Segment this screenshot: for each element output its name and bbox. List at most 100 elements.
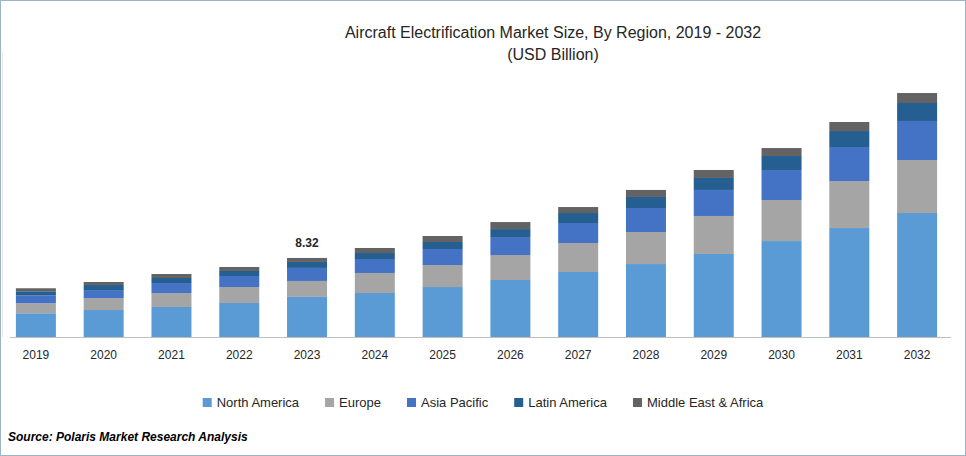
bar-segment — [16, 295, 56, 303]
bar-segment — [355, 273, 395, 293]
bar-segment — [762, 241, 802, 337]
x-tick-label: 2030 — [768, 348, 795, 362]
bar-segment — [829, 228, 869, 337]
bar-segment — [287, 258, 327, 262]
legend-label: Europe — [339, 395, 381, 410]
legend-label: Latin America — [528, 395, 608, 410]
bar-segment — [151, 278, 191, 283]
bar-segment — [626, 197, 666, 208]
bar-segment — [16, 303, 56, 313]
bar-segment — [423, 242, 463, 249]
x-tick-label: 2028 — [633, 348, 660, 362]
bar-segment — [694, 178, 734, 190]
frame — [1, 1, 966, 456]
bar-segment — [490, 280, 530, 337]
bar-segment — [897, 93, 937, 103]
x-tick-label: 2031 — [836, 348, 863, 362]
source: Source: Polaris Market Research Analysis — [8, 430, 248, 444]
bar-segment — [219, 271, 259, 276]
bar-segment — [151, 293, 191, 307]
title: Aircraft Electrification Market Size, By… — [345, 24, 761, 41]
bar-segment — [355, 259, 395, 273]
legend-swatch — [203, 398, 212, 407]
bar-segment — [16, 291, 56, 295]
bar-segment — [694, 216, 734, 254]
x-tick-label: 2022 — [226, 348, 253, 362]
bar-segment — [558, 272, 598, 337]
annotation: 8.32 — [295, 236, 319, 250]
bar-segment — [151, 307, 191, 337]
bar-segment — [16, 313, 56, 337]
bar-segment — [694, 190, 734, 216]
x-tick-label: 2023 — [294, 348, 321, 362]
bar-segment — [84, 285, 124, 290]
bar-segment — [897, 103, 937, 121]
bar-segment — [219, 267, 259, 271]
bar-segment — [558, 207, 598, 213]
bar-segment — [897, 160, 937, 213]
bar-segment — [355, 248, 395, 253]
bars — [16, 93, 937, 337]
chart: Aircraft Electrification Market Size, By… — [0, 0, 966, 456]
x-tick-label: 2024 — [361, 348, 388, 362]
bar-segment — [897, 121, 937, 160]
x-tick-label: 2027 — [565, 348, 592, 362]
legend-label: Asia Pacific — [421, 395, 489, 410]
legend-swatch — [407, 398, 416, 407]
bar-segment — [287, 281, 327, 297]
bar-segment — [762, 148, 802, 156]
bar-segment — [423, 236, 463, 242]
x-tick-label: 2026 — [497, 348, 524, 362]
bar-segment — [762, 200, 802, 241]
bar-segment — [626, 190, 666, 197]
bar-segment — [490, 255, 530, 280]
bar-segment — [151, 283, 191, 293]
x-axis — [10, 337, 951, 338]
bar-segment — [219, 287, 259, 303]
bar-segment — [355, 253, 395, 259]
bar-segment — [423, 287, 463, 337]
x-tick-label: 2020 — [90, 348, 117, 362]
x-tick-label: 2021 — [158, 348, 185, 362]
bar-segment — [287, 262, 327, 268]
bar-segment — [490, 222, 530, 229]
bar-segment — [355, 293, 395, 337]
subtitle: (USD Billion) — [507, 46, 599, 63]
legend: North America Europe Asia Pacific Latin Ame… — [203, 395, 764, 410]
bar-segment — [16, 288, 56, 291]
x-tick-label: 2019 — [23, 348, 50, 362]
bar-segment — [84, 298, 124, 310]
bar-segment — [694, 254, 734, 337]
bar-segment — [558, 223, 598, 243]
bar-segment — [84, 310, 124, 337]
bar-segment — [219, 276, 259, 287]
bar-segment — [84, 290, 124, 298]
bar-segment — [762, 170, 802, 200]
bar-segment — [490, 237, 530, 255]
bar-segment — [829, 131, 869, 147]
bar-segment — [287, 297, 327, 337]
bar-segment — [151, 274, 191, 278]
legend-label: North America — [217, 395, 300, 410]
bar-segment — [762, 156, 802, 170]
bar-segment — [84, 282, 124, 285]
bar-segment — [694, 170, 734, 178]
bar-segment — [897, 213, 937, 337]
bar-segment — [219, 303, 259, 337]
bar-segment — [490, 229, 530, 237]
y-axis — [2, 52, 3, 337]
bar-segment — [423, 265, 463, 287]
bar-segment — [829, 122, 869, 131]
x-tick-label: 2025 — [429, 348, 456, 362]
x-tick-label: 2032 — [904, 348, 931, 362]
legend-label: Middle East & Africa — [647, 395, 764, 410]
x-tick-label: 2029 — [700, 348, 727, 362]
bar-segment — [829, 147, 869, 181]
bar-segment — [423, 249, 463, 265]
bar-segment — [626, 264, 666, 337]
bar-segment — [626, 208, 666, 232]
bar-segment — [626, 232, 666, 264]
bar-segment — [558, 243, 598, 272]
bar-segment — [558, 213, 598, 223]
bar-segment — [829, 181, 869, 228]
